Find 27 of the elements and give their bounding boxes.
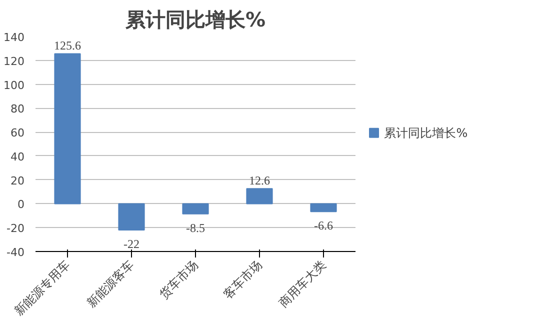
- data-label: -6.6: [314, 218, 333, 233]
- bar: [246, 188, 273, 204]
- bar: [182, 203, 209, 214]
- y-tick-label: 120: [4, 54, 25, 68]
- y-tick-label: 100: [4, 78, 25, 92]
- y-tick-label: 40: [10, 150, 25, 164]
- x-tick-label: 新能源专用车: [12, 258, 72, 318]
- bar: [310, 203, 337, 212]
- y-tick-label: -40: [6, 246, 24, 259]
- legend-label: 累计同比增长%: [384, 126, 468, 140]
- x-tick-label: 货车市场: [156, 258, 200, 302]
- x-tick-label: 商用车大类: [276, 258, 328, 310]
- data-label: 12.6: [249, 174, 270, 188]
- y-tick-label: 0: [18, 198, 24, 212]
- y-tick-label: 60: [10, 126, 25, 140]
- data-label: 125.6: [54, 38, 81, 53]
- y-tick-label: -20: [6, 222, 24, 236]
- y-tick-label: 140: [4, 31, 25, 44]
- data-label: -8.5: [186, 220, 205, 235]
- bar: [54, 53, 81, 204]
- x-tick-label: 客车市场: [220, 258, 264, 302]
- bar: [118, 203, 145, 230]
- data-label: -22: [124, 237, 140, 251]
- y-tick-label: 80: [10, 102, 25, 116]
- chart-title: 累计同比增长%: [124, 8, 266, 32]
- y-tick-label: 20: [10, 174, 25, 188]
- x-tick-label: 新能源客车: [84, 258, 136, 310]
